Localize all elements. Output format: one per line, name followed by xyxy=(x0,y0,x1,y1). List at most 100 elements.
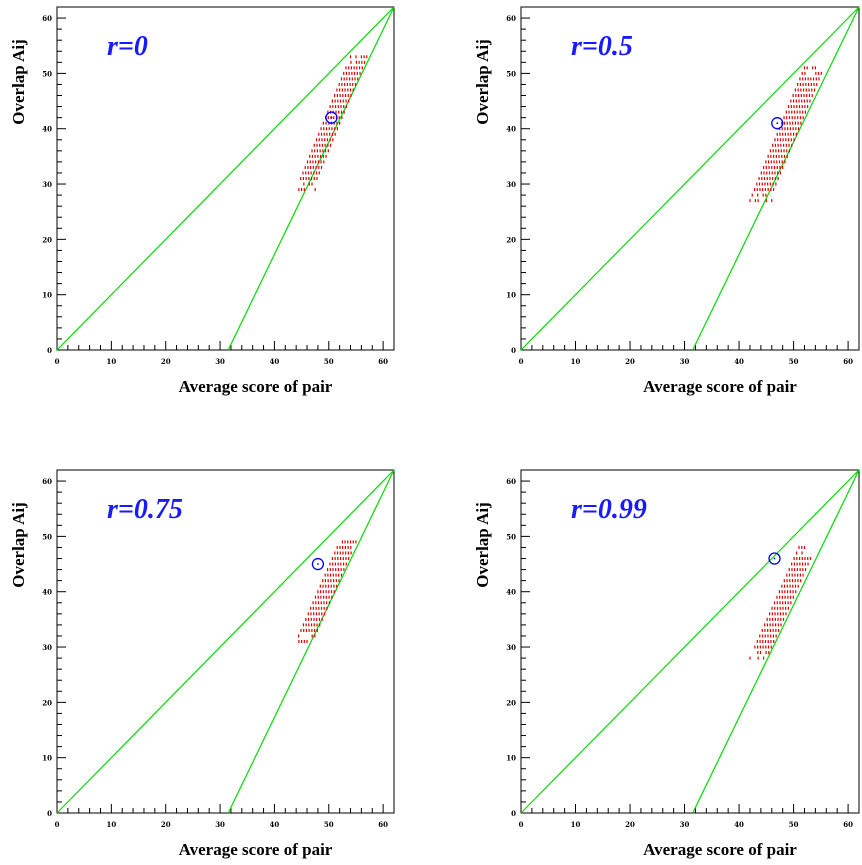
scatter-point xyxy=(771,160,772,163)
scatter-point xyxy=(770,183,771,186)
scatter-point xyxy=(763,657,764,660)
y-tick-label: 0 xyxy=(47,346,52,355)
scatter-point xyxy=(311,629,312,632)
scatter-point xyxy=(769,171,770,174)
scatter-point xyxy=(351,551,352,554)
scatter-point xyxy=(794,116,795,119)
scatter-point xyxy=(311,618,312,621)
scatter-point xyxy=(815,72,816,75)
scatter-point xyxy=(790,590,791,593)
scatter-point xyxy=(775,177,776,180)
scatter-point xyxy=(752,194,753,197)
scatter-point xyxy=(770,640,771,643)
scatter-point xyxy=(320,590,321,593)
scatter-point xyxy=(318,166,319,169)
scatter-point xyxy=(319,612,320,615)
scatter-point xyxy=(774,607,775,610)
scatter-point xyxy=(330,138,331,141)
y-tick-label: 30 xyxy=(42,180,52,189)
scatter-point xyxy=(352,83,353,86)
scatter-point xyxy=(798,88,799,91)
scatter-point xyxy=(791,144,792,147)
scatter-point xyxy=(349,83,350,86)
scatter-point xyxy=(331,596,332,599)
scatter-point xyxy=(340,563,341,566)
scatter-point xyxy=(318,596,319,599)
scatter-point xyxy=(762,634,763,637)
scatter-point xyxy=(770,155,771,158)
scatter-point xyxy=(359,72,360,75)
scatter-point xyxy=(787,590,788,593)
scatter-point xyxy=(312,601,313,604)
scatter-point xyxy=(821,72,822,75)
scatter-point xyxy=(361,55,362,58)
scatter-point xyxy=(308,623,309,626)
scatter-point xyxy=(337,94,338,97)
scatter-point xyxy=(798,122,799,125)
scatter-point xyxy=(784,579,785,582)
scatter-point xyxy=(782,160,783,163)
scatter-point xyxy=(777,612,778,615)
scatter-point xyxy=(805,111,806,114)
scatter-point xyxy=(782,133,783,136)
scatter-point xyxy=(773,149,774,152)
scatter-point xyxy=(332,138,333,141)
scatter-point xyxy=(324,138,325,141)
scatter-point xyxy=(335,133,336,136)
scatter-point xyxy=(319,171,320,174)
scatter-point xyxy=(347,88,348,91)
scatter-point xyxy=(799,563,800,566)
scatter-point xyxy=(780,171,781,174)
scatter-point xyxy=(775,183,776,186)
panel-label: r=0.99 xyxy=(571,494,647,525)
scatter-point xyxy=(326,127,327,130)
x-tick-label: 50 xyxy=(324,357,334,366)
scatter-point xyxy=(772,171,773,174)
scatter-point xyxy=(799,77,800,80)
scatter-point xyxy=(306,177,307,180)
scatter-point xyxy=(339,546,340,549)
scatter-point xyxy=(761,171,762,174)
scatter-point xyxy=(335,574,336,577)
scatter-point xyxy=(797,568,798,571)
scatter-point xyxy=(766,171,767,174)
scatter-point xyxy=(300,629,301,632)
scatter-point xyxy=(346,563,347,566)
scatter-point xyxy=(808,77,809,80)
scatter-point xyxy=(783,618,784,621)
scatter-point xyxy=(769,618,770,621)
x-tick-label: 50 xyxy=(324,820,334,829)
scatter-point xyxy=(778,177,779,180)
scatter-point xyxy=(314,634,315,637)
scatter-point xyxy=(354,72,355,75)
scatter-point xyxy=(316,138,317,141)
scatter-point xyxy=(334,127,335,130)
scatter-point xyxy=(787,596,788,599)
scatter-point xyxy=(791,111,792,114)
scatter-point xyxy=(308,177,309,180)
scatter-point xyxy=(339,122,340,125)
scatter-point xyxy=(780,612,781,615)
scatter-point xyxy=(337,127,338,130)
y-tick-label: 0 xyxy=(511,346,516,355)
scatter-point xyxy=(773,155,774,158)
scatter-point xyxy=(341,116,342,119)
panel-3: 0 10 20 30 40 50 600102030405060r=0.75Average … xyxy=(9,470,394,859)
scatter-point xyxy=(772,177,773,180)
scatter-point xyxy=(804,105,805,108)
scatter-point xyxy=(780,138,781,141)
scatter-point xyxy=(311,177,312,180)
scatter-point xyxy=(366,55,367,58)
y-tick-label: 30 xyxy=(42,643,52,652)
scatter-point xyxy=(767,177,768,180)
scatter-point xyxy=(774,171,775,174)
scatter-point xyxy=(771,646,772,649)
scatter-point xyxy=(323,596,324,599)
scatter-point xyxy=(351,72,352,75)
scatter-point xyxy=(802,563,803,566)
scatter-point xyxy=(339,83,340,86)
y-tick-label: 0 xyxy=(47,809,52,818)
scatter-point xyxy=(775,149,776,152)
scatter-point xyxy=(772,623,773,626)
scatter-point xyxy=(350,88,351,91)
